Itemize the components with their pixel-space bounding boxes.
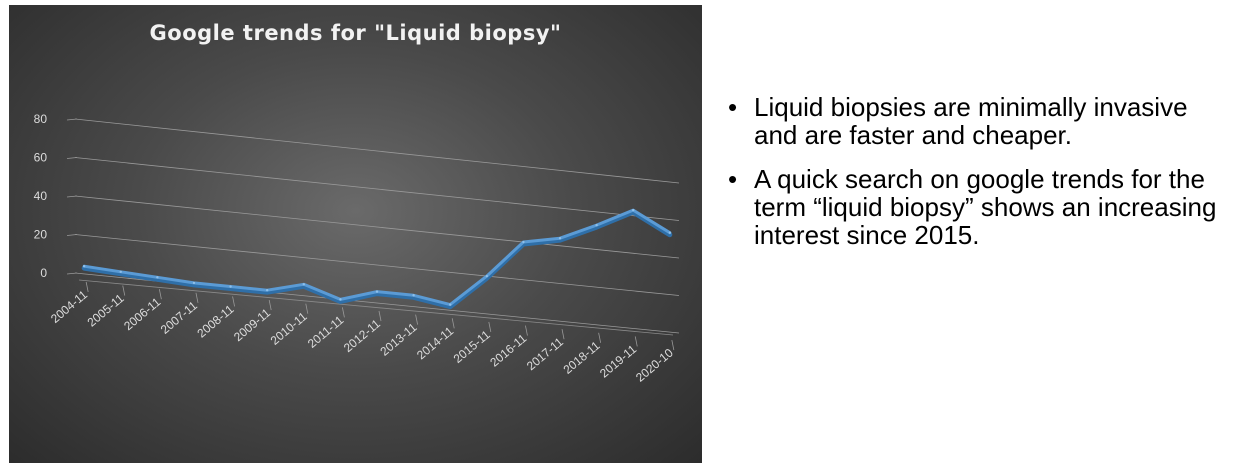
x-tick-label: 2010-11 [268,309,310,348]
x-tick [378,310,382,322]
x-tick-label: 2013-11 [377,320,419,359]
bullet-icon: • [728,92,738,122]
x-axis-line [78,279,674,336]
data-point [192,281,196,285]
x-tick [415,314,418,325]
data-point [632,208,635,212]
x-tick [305,303,309,314]
data-point [595,223,598,227]
x-tick-label: 2015-11 [451,327,493,366]
y-tick-label: 0 [40,266,47,280]
gridline [74,118,680,184]
x-tick-label: 2017-11 [524,335,566,374]
x-tick [451,318,455,329]
x-tick [232,296,235,307]
chart-panel: Google trends for "Liquid biopsy" 0 20 40 6… [9,5,702,463]
chart-title: Google trends for "Liquid biopsy" [149,21,562,45]
bullet-text: Liquid biopsies are minimally invasive a… [754,92,1188,150]
data-point [668,231,672,234]
x-tick [158,289,162,300]
series-line-shadow [81,209,673,310]
x-tick [598,332,602,343]
x-tick-label: 2018-11 [561,338,603,377]
x-tick [85,281,89,292]
data-point [449,303,452,306]
y-tick-label: 80 [34,112,48,126]
y-tick [66,118,78,121]
y-tick [66,195,78,198]
x-tick [195,292,199,303]
y-tick [66,234,78,236]
data-point [265,288,269,292]
x-tick-label: 2008-11 [194,302,236,341]
x-tick-label: 2007-11 [158,298,200,337]
data-point [229,285,232,288]
x-tick [634,336,638,347]
x-tick-label: 2004-11 [48,287,90,326]
x-tick-label: 2012-11 [341,316,383,355]
gridline [74,234,680,296]
x-tick [488,321,492,332]
data-point [522,240,525,244]
x-tick [561,329,565,340]
data-point [119,270,122,273]
bullet-icon: • [728,164,738,194]
data-point [412,294,415,297]
x-tick [525,325,528,336]
x-tick-label: 2006-11 [121,295,163,334]
y-tick [66,272,78,275]
y-tick-label: 60 [34,151,48,165]
y-tick [66,157,78,159]
data-point [302,283,305,286]
x-tick [342,307,345,318]
data-point [156,276,159,279]
y-tick-label: 20 [34,228,48,242]
data-point [82,265,86,268]
x-tick-label: 2014-11 [414,324,456,363]
x-tick-label: 2016-11 [487,331,529,370]
x-tick [671,340,675,351]
data-point [485,274,489,278]
y-tick-label: 40 [34,189,48,203]
x-tick-label: 2020-10 [633,345,676,384]
bullet-list: • Liquid biopsies are minimally invasive… [726,93,1236,265]
gridline [74,157,680,221]
data-point [339,298,342,301]
line-chart: 0204060802004-112005-112006-112007-11200… [34,112,680,385]
x-tick-label: 2005-11 [85,291,127,330]
data-point [558,237,562,240]
bullet-item: • Liquid biopsies are minimally invasive… [726,93,1236,149]
x-tick-label: 2009-11 [231,305,273,344]
bullet-text: A quick search on google trends for the … [754,164,1217,250]
gridline [74,195,680,259]
data-point [375,290,379,293]
bullet-item: • A quick search on google trends for th… [726,165,1236,249]
x-tick [122,285,126,296]
x-tick [268,300,272,311]
